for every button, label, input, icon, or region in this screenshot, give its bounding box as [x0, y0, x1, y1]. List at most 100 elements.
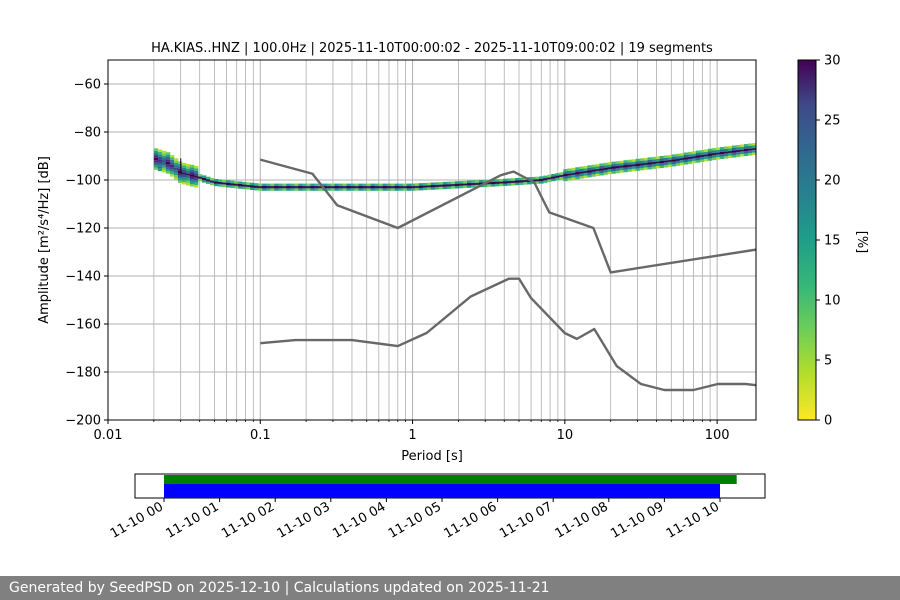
heatmap-cell [430, 182, 436, 185]
heatmap-cell [735, 147, 741, 150]
heatmap-cell [169, 174, 175, 177]
heatmap-cell [711, 150, 717, 153]
heatmap-cell [410, 188, 416, 191]
heatmap-cell [462, 185, 468, 189]
heatmap-cell [442, 181, 448, 185]
heatmap-cell [699, 150, 705, 153]
colorbar-tick-label: 20 [824, 174, 841, 189]
heatmap-cell [675, 160, 681, 164]
heatmap-cell [382, 188, 388, 191]
heatmap-cell [547, 179, 552, 182]
heatmap-cell [675, 163, 681, 166]
heatmap-cell [426, 187, 432, 190]
heatmap-cell [611, 164, 616, 167]
heatmap-cell [390, 183, 396, 186]
heatmap-cell [731, 152, 737, 156]
heatmap-cell [567, 170, 572, 174]
heatmap-cell [639, 167, 644, 171]
coverage-tick-label: 11-10 00 [108, 499, 166, 541]
heatmap-cell [591, 174, 596, 177]
heatmap-cell [185, 171, 191, 174]
heatmap-cell [603, 165, 608, 168]
heatmap-cell [727, 148, 733, 151]
heatmap-cell [278, 188, 283, 191]
heatmap-cell [157, 156, 163, 160]
coverage-tick-label: 11-10 10 [664, 499, 722, 541]
heatmap-cell [161, 155, 167, 159]
heatmap-cell [715, 157, 721, 160]
heatmap-cell [663, 155, 669, 158]
heatmap-cell [735, 154, 741, 158]
heatmap-cell [222, 179, 227, 183]
heatmap-cell [611, 171, 616, 174]
coverage-tick-label: 11-10 01 [163, 499, 221, 541]
heatmap-cell [474, 180, 480, 183]
heatmap-cell [161, 165, 167, 168]
heatmap-cell [169, 159, 175, 163]
heatmap-cell [687, 154, 693, 157]
coverage-tick-label: 11-10 05 [386, 499, 444, 541]
x-tick-label: 10 [557, 428, 574, 443]
heatmap-cell [611, 168, 616, 172]
psd-heatmap [153, 143, 756, 191]
coverage-bar-green [164, 475, 737, 484]
coverage-tick-label: 11-10 03 [275, 499, 333, 541]
heatmap-cell [599, 163, 604, 166]
heatmap-cell [563, 176, 568, 179]
heatmap-cell [238, 186, 243, 189]
heatmap-cell [185, 168, 191, 172]
heatmap-cell [157, 151, 163, 155]
heatmap-cell [511, 178, 516, 181]
heatmap-cell [515, 177, 520, 181]
heatmap-cell [611, 161, 616, 165]
heatmap-cell [743, 153, 749, 157]
heatmap-cell [189, 179, 195, 182]
heatmap-cell [153, 165, 159, 168]
coverage-bars [164, 475, 737, 498]
heatmap-cell [290, 188, 295, 191]
heatmap-cell [250, 182, 255, 186]
psd-mode-line [180, 148, 756, 188]
heatmap-cell [394, 183, 400, 186]
y-axis-ticks: −200 −180 −160 −140 −120 −100 −80 −60 [65, 78, 108, 429]
heatmap-cell [338, 183, 343, 186]
heatmap-cell [543, 180, 548, 183]
heatmap-cell [627, 159, 632, 163]
heatmap-cell [422, 187, 428, 191]
heatmap-cell [615, 170, 620, 174]
heatmap-cell [587, 167, 592, 171]
heatmap-cell [627, 166, 632, 170]
heatmap-cell [655, 163, 661, 167]
heatmap-cell [667, 157, 673, 160]
y-axis-label: Amplitude [m²/s⁴/Hz] [dB] [37, 156, 52, 324]
heatmap-cell [282, 183, 287, 186]
heatmap-cell [458, 185, 464, 189]
heatmap-cell [707, 155, 713, 159]
heatmap-cell [595, 164, 600, 167]
heatmap-cell [250, 187, 255, 190]
heatmap-cell [687, 161, 693, 164]
heatmap-cell [446, 186, 452, 189]
heatmap-cell [583, 168, 588, 171]
heatmap-cell [491, 184, 496, 187]
heatmap-cell [262, 188, 267, 191]
heatmap-cell [418, 187, 424, 191]
heatmap-cell [161, 170, 167, 173]
heatmap-cell [715, 149, 721, 153]
heatmap-cell [386, 188, 392, 191]
heatmap-cell [627, 162, 632, 165]
heatmap-cell [189, 167, 195, 170]
heatmap-cell [454, 186, 460, 189]
heatmap-cell [326, 183, 331, 186]
heatmap-cell [157, 159, 163, 162]
heatmap-cell [575, 167, 580, 170]
heatmap-cell [246, 187, 251, 190]
heatmap-cell [527, 177, 532, 180]
heatmap-cell [683, 162, 689, 165]
heatmap-cell [575, 176, 580, 180]
heatmap-cell [342, 183, 347, 186]
heatmap-cell [193, 180, 199, 183]
heatmap-cell [583, 175, 588, 178]
heatmap-cell [193, 173, 199, 176]
heatmap-cell [177, 175, 183, 179]
